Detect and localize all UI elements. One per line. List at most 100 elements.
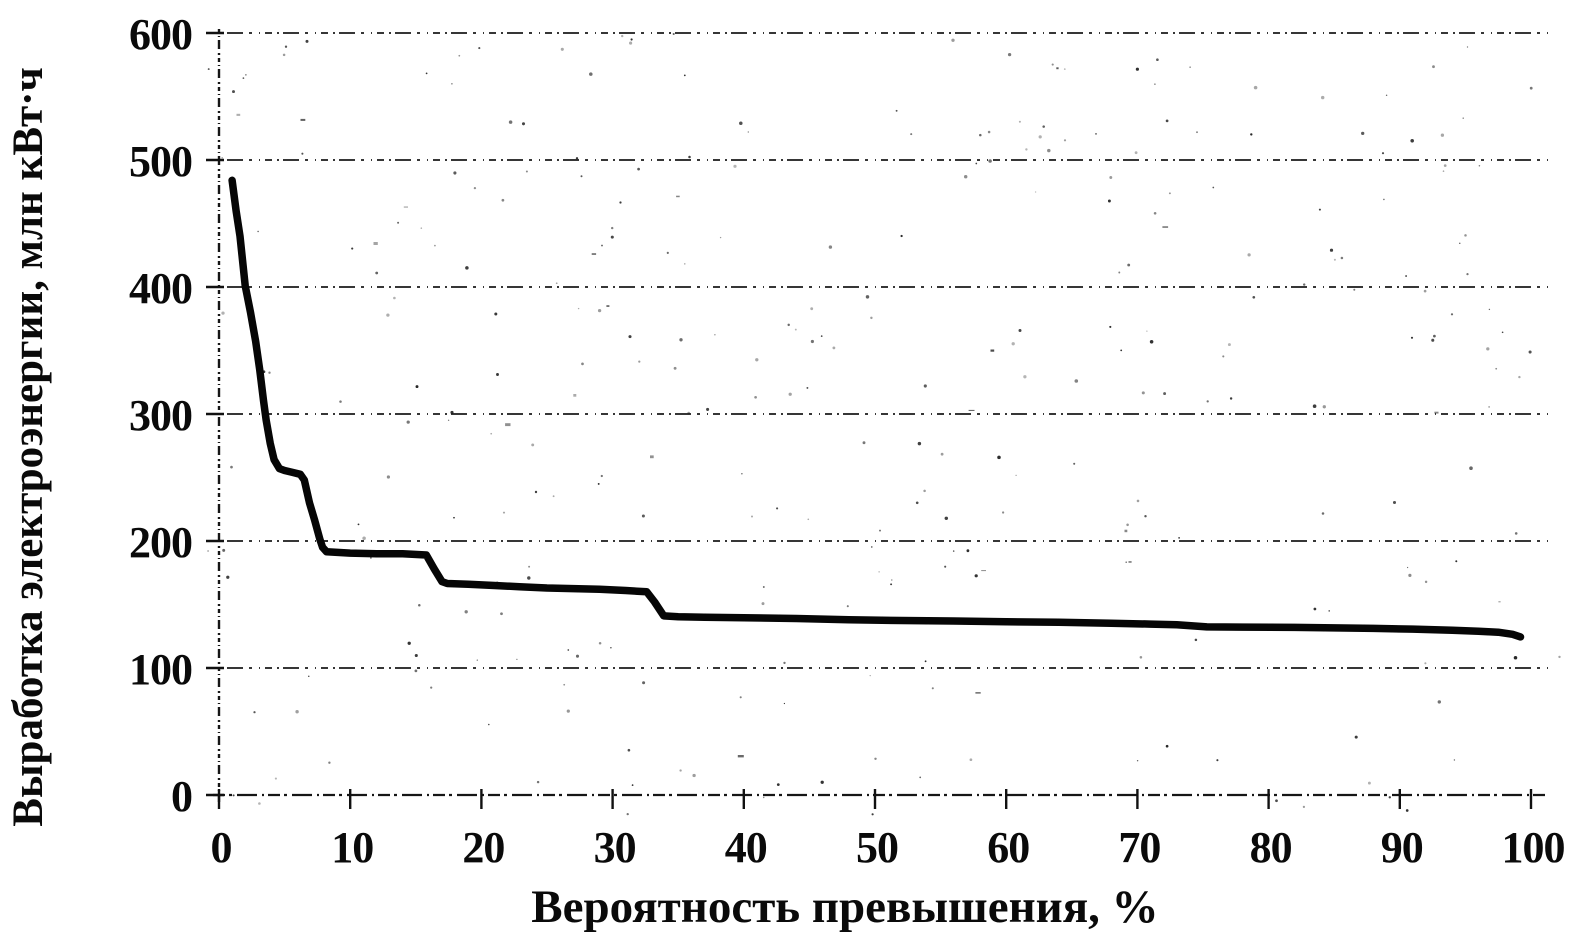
noise-dot — [862, 441, 866, 445]
noise-dot — [917, 441, 922, 446]
noise-fleck — [676, 195, 680, 198]
noise-dot — [397, 221, 400, 224]
noise-dot — [221, 157, 223, 159]
noise-fleck — [968, 409, 975, 411]
noise-dot — [1194, 638, 1198, 642]
noise-dot — [630, 38, 633, 41]
noise-dot — [284, 45, 288, 48]
noise-dot — [1455, 560, 1458, 563]
noise-dot — [1095, 133, 1097, 135]
noise-dot — [1146, 330, 1148, 332]
noise-dot — [1410, 139, 1414, 143]
noise-dot — [375, 271, 379, 275]
noise-dot — [425, 72, 428, 75]
noise-dot — [531, 443, 535, 447]
noise-fleck — [505, 423, 511, 427]
noise-dot — [788, 392, 792, 396]
noise-dot — [1469, 466, 1473, 471]
noise-dot — [414, 669, 418, 673]
noise-dot — [488, 723, 490, 726]
noise-dot — [783, 702, 786, 705]
noise-dot — [222, 548, 226, 552]
noise-dot — [1007, 52, 1012, 57]
noise-dot — [900, 234, 903, 238]
noise-dot — [629, 41, 633, 45]
noise-dot — [776, 783, 780, 786]
noise-dot — [1442, 170, 1445, 172]
noise-dot — [1247, 253, 1251, 257]
noise-dot — [1163, 392, 1167, 396]
noise-dot — [1141, 391, 1145, 395]
noise-dot — [1488, 308, 1491, 311]
noise-dot — [895, 109, 898, 112]
noise-dot — [952, 550, 955, 552]
noise-dot — [1196, 131, 1198, 134]
noise-dot — [1392, 500, 1397, 505]
y-tick-label-600: 600 — [129, 10, 192, 59]
y-tick-label-300: 300 — [129, 391, 192, 440]
noise-dot — [577, 307, 580, 310]
noise-dot — [1406, 566, 1409, 569]
noise-dot — [919, 776, 922, 779]
noise-dot — [1405, 275, 1408, 277]
noise-dot — [566, 709, 570, 713]
noise-dot — [1340, 256, 1344, 260]
noise-fleck — [975, 692, 981, 694]
noise-dot — [626, 812, 629, 816]
noise-dot — [501, 198, 505, 202]
noise-dot — [420, 227, 423, 229]
x-tick-label-10: 10 — [331, 823, 373, 872]
noise-dot — [1042, 125, 1045, 128]
noise-dot — [589, 72, 593, 76]
noise-dot — [274, 777, 277, 780]
noise-dot — [628, 335, 632, 339]
noise-fleck — [981, 570, 986, 572]
noise-dot — [714, 334, 716, 336]
noise-dot — [761, 602, 765, 606]
y-tick-label-500: 500 — [129, 137, 192, 186]
noise-dot — [621, 34, 624, 38]
noise-dot — [969, 758, 973, 762]
noise-dot — [666, 251, 669, 254]
x-tick-label-40: 40 — [725, 823, 767, 872]
noise-dot — [1018, 329, 1022, 332]
noise-dot — [1023, 375, 1027, 379]
noise-dot — [1361, 131, 1365, 136]
noise-dot — [1528, 350, 1532, 354]
axes — [213, 29, 1545, 802]
noise-dot — [963, 174, 968, 179]
noise-dot — [931, 687, 934, 690]
noise-dot — [308, 675, 310, 677]
noise-dot — [944, 516, 949, 521]
noise-dot — [679, 769, 682, 772]
noise-dot — [846, 605, 849, 608]
noise-dot — [597, 482, 600, 485]
noise-fleck — [403, 206, 408, 208]
noise-dot — [465, 266, 469, 270]
noise-fleck — [1162, 226, 1169, 228]
x-tick-label-80: 80 — [1250, 823, 1292, 872]
noise-dot — [406, 420, 410, 424]
noise-dot — [1136, 759, 1139, 762]
noise-dot — [762, 796, 765, 799]
noise-dot — [870, 316, 873, 320]
noise-dot — [600, 474, 603, 478]
noise-dot — [242, 77, 245, 79]
noise-dot — [1353, 288, 1356, 291]
noise-dot — [747, 131, 749, 133]
noise-dot — [258, 802, 261, 805]
gridlines — [209, 32, 1549, 669]
noise-dot — [1514, 532, 1518, 535]
noise-dot — [832, 346, 836, 350]
noise-dot — [1466, 46, 1469, 48]
noise-dot — [536, 780, 540, 784]
noise-dot — [810, 339, 814, 344]
noise-dot — [232, 794, 235, 797]
noise-dot — [642, 681, 646, 685]
noise-dot — [987, 130, 991, 134]
x-tick-label-60: 60 — [987, 823, 1029, 872]
noise-dot — [1388, 796, 1391, 799]
noise-dot — [496, 373, 499, 376]
noise-dot — [567, 649, 570, 651]
